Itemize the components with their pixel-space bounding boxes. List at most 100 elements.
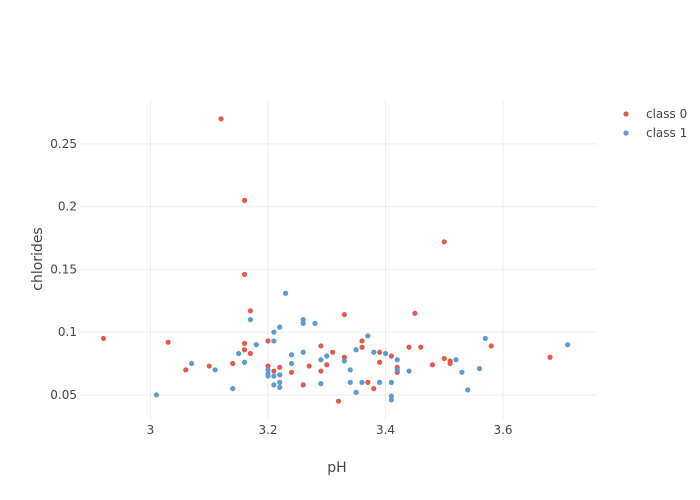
- data-point-class-0[interactable]: [165, 339, 171, 345]
- data-point-class-0[interactable]: [318, 343, 324, 349]
- data-point-class-0[interactable]: [277, 364, 283, 370]
- data-point-class-0[interactable]: [412, 310, 418, 316]
- legend[interactable]: class 0 class 1: [623, 107, 687, 140]
- data-point-class-0[interactable]: [365, 379, 371, 385]
- data-point-class-1[interactable]: [265, 367, 271, 373]
- data-point-class-0[interactable]: [447, 360, 453, 367]
- data-point-class-0[interactable]: [241, 197, 248, 203]
- data-point-class-0[interactable]: [371, 386, 377, 392]
- data-point-class-1[interactable]: [388, 379, 394, 385]
- data-point-class-1[interactable]: [212, 367, 218, 373]
- data-point-class-1[interactable]: [406, 368, 412, 374]
- data-point-class-0[interactable]: [359, 338, 365, 344]
- data-point-class-1[interactable]: [312, 320, 318, 326]
- data-point-class-0[interactable]: [488, 343, 494, 349]
- data-point-class-1[interactable]: [371, 349, 377, 355]
- data-point-class-0[interactable]: [241, 271, 248, 278]
- data-point-class-0[interactable]: [206, 363, 212, 369]
- y-axis-title: chlorides: [30, 227, 46, 290]
- data-point-class-0[interactable]: [306, 363, 312, 369]
- data-point-class-1[interactable]: [353, 389, 359, 395]
- data-point-class-0[interactable]: [271, 368, 277, 374]
- data-point-class-1[interactable]: [465, 387, 471, 393]
- data-point-class-1[interactable]: [565, 342, 571, 348]
- data-point-class-1[interactable]: [347, 379, 353, 385]
- data-point-class-0[interactable]: [377, 359, 383, 365]
- data-point-class-0[interactable]: [241, 347, 248, 353]
- data-point-class-1[interactable]: [382, 350, 389, 357]
- data-point-class-1[interactable]: [476, 365, 483, 372]
- data-point-class-0[interactable]: [335, 398, 342, 404]
- data-point-class-1[interactable]: [377, 379, 383, 385]
- data-point-class-1[interactable]: [394, 367, 400, 373]
- data-point-class-0[interactable]: [247, 308, 253, 314]
- data-point-class-0[interactable]: [441, 239, 447, 245]
- data-point-class-1[interactable]: [189, 360, 195, 367]
- data-point-class-1[interactable]: [300, 349, 306, 355]
- data-point-class-1[interactable]: [271, 382, 277, 388]
- data-point-class-1[interactable]: [459, 369, 465, 375]
- legend-marker-class-1: [623, 130, 629, 136]
- data-point-class-1[interactable]: [241, 359, 248, 365]
- data-point-class-1[interactable]: [271, 338, 277, 344]
- data-point-class-1[interactable]: [288, 360, 295, 367]
- data-point-class-1[interactable]: [265, 373, 271, 379]
- data-point-class-0[interactable]: [265, 363, 271, 369]
- y-tick-label: 0.1: [58, 325, 77, 339]
- data-point-class-1[interactable]: [318, 357, 324, 363]
- data-point-class-0[interactable]: [341, 354, 347, 360]
- data-point-class-1[interactable]: [388, 397, 394, 403]
- data-point-class-0[interactable]: [300, 382, 306, 388]
- data-point-class-0[interactable]: [324, 362, 330, 368]
- data-point-class-0[interactable]: [288, 369, 295, 375]
- data-point-class-1[interactable]: [283, 290, 289, 296]
- data-point-class-1[interactable]: [300, 320, 306, 326]
- legend-item-class-1[interactable]: class 1: [623, 126, 687, 140]
- data-point-class-0[interactable]: [441, 355, 447, 362]
- data-point-class-1[interactable]: [288, 352, 295, 358]
- series-class-0: [100, 116, 553, 404]
- data-point-class-1[interactable]: [300, 317, 306, 323]
- data-point-class-0[interactable]: [247, 350, 253, 357]
- data-point-class-0[interactable]: [318, 368, 324, 374]
- data-point-class-1[interactable]: [347, 367, 353, 373]
- data-point-class-1[interactable]: [341, 358, 347, 364]
- data-point-class-0[interactable]: [429, 362, 436, 368]
- legend-item-class-0[interactable]: class 0: [623, 107, 687, 121]
- data-point-class-0[interactable]: [418, 344, 424, 350]
- data-point-class-1[interactable]: [247, 317, 253, 323]
- data-point-class-0[interactable]: [388, 353, 394, 359]
- data-point-class-1[interactable]: [277, 379, 283, 385]
- data-point-class-1[interactable]: [324, 353, 330, 359]
- data-point-class-1[interactable]: [271, 329, 277, 335]
- data-point-class-1[interactable]: [388, 393, 394, 399]
- data-point-class-1[interactable]: [394, 357, 400, 363]
- data-point-class-1[interactable]: [453, 357, 459, 363]
- data-point-class-1[interactable]: [277, 324, 283, 330]
- data-point-class-0[interactable]: [183, 367, 189, 373]
- data-point-class-1[interactable]: [153, 392, 159, 398]
- data-point-class-1[interactable]: [365, 333, 371, 339]
- data-point-class-1[interactable]: [236, 350, 242, 357]
- data-point-class-0[interactable]: [218, 116, 224, 122]
- data-point-class-0[interactable]: [341, 311, 347, 318]
- data-point-class-1[interactable]: [271, 373, 277, 379]
- data-point-class-1[interactable]: [482, 335, 488, 342]
- data-point-class-1[interactable]: [253, 342, 259, 348]
- data-point-class-1[interactable]: [359, 379, 365, 385]
- data-point-class-1[interactable]: [277, 372, 283, 378]
- data-point-class-1[interactable]: [318, 381, 324, 387]
- data-point-class-0[interactable]: [100, 335, 107, 342]
- data-point-class-0[interactable]: [230, 360, 236, 367]
- data-point-class-0[interactable]: [241, 340, 248, 347]
- data-point-class-0[interactable]: [377, 349, 383, 355]
- data-point-class-1[interactable]: [230, 386, 236, 392]
- data-point-class-0[interactable]: [406, 344, 412, 350]
- data-point-class-1[interactable]: [277, 384, 283, 390]
- data-point-class-0[interactable]: [359, 344, 365, 350]
- data-point-class-1[interactable]: [353, 347, 359, 353]
- data-point-class-0[interactable]: [547, 354, 553, 360]
- data-point-class-0[interactable]: [265, 338, 271, 344]
- data-point-class-0[interactable]: [330, 349, 336, 355]
